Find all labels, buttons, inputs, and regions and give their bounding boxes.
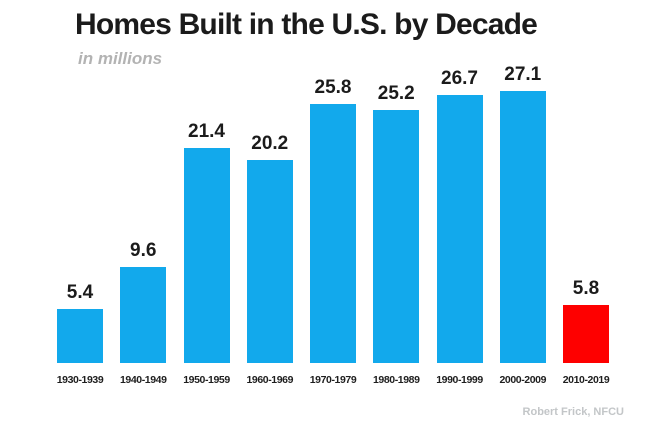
category-label: 2000-2009: [499, 374, 547, 386]
bar-value-label: 26.7: [441, 68, 478, 89]
bar-value-label: 21.4: [188, 121, 225, 142]
bar-column: 21.4 1950-1959: [183, 55, 230, 395]
bar-1980-1989: [373, 110, 420, 363]
chart-subtitle: in millions: [78, 49, 163, 68]
bar-value-label: 5.4: [66, 282, 94, 303]
category-label: 1930-1939: [56, 374, 104, 386]
bar-column: 26.7 1990-1999: [436, 55, 483, 395]
bar-value-label: 25.2: [377, 83, 415, 104]
category-label: 1970-1979: [309, 374, 357, 386]
bar-value-label: 9.6: [130, 240, 157, 261]
bar-value-label: 20.2: [251, 133, 289, 154]
category-label: 1980-1989: [372, 374, 420, 386]
bar-value-label: 25.8: [314, 77, 352, 98]
bar-column: 9.6 1940-1949: [119, 55, 167, 395]
bar-column: 20.2 1960-1969: [246, 55, 294, 395]
bar-column: 27.1 2000-2009: [499, 55, 547, 395]
bar-1930-1939: [57, 309, 103, 363]
bar-value-label: 5.8: [572, 278, 600, 299]
bar-column: 5.8 2010-2019: [562, 55, 610, 395]
category-label: 1940-1949: [119, 374, 167, 386]
category-label: 1990-1999: [436, 374, 483, 386]
bar-1950-1959: [183, 148, 230, 363]
bar-column: 25.2 1980-1989: [372, 55, 420, 395]
bar-1960-1969: [246, 160, 293, 363]
bar-1940-1949: [120, 267, 167, 363]
bar-column: 5.4 1930-1939: [56, 55, 104, 395]
chart-title: Homes Built in the U.S. by Decade: [75, 8, 538, 41]
bar-1970-1979: [310, 104, 356, 363]
bar-2000-2009: [499, 91, 546, 363]
bar-1990-1999: [436, 95, 483, 363]
bar-column: 25.8 1970-1979: [309, 55, 357, 395]
category-label: 1950-1959: [183, 374, 230, 386]
bar-value-label: 27.1: [504, 64, 542, 85]
attribution-text: Robert Frick, NFCU: [522, 406, 624, 418]
bar-2010-2019: [563, 305, 609, 363]
bar-chart: 5.4 1930-1939 9.6 1940-1949 21.4 1950-1959 20.…: [56, 55, 610, 395]
category-label: 2010-2019: [562, 374, 610, 386]
category-label: 1960-1969: [246, 374, 294, 386]
